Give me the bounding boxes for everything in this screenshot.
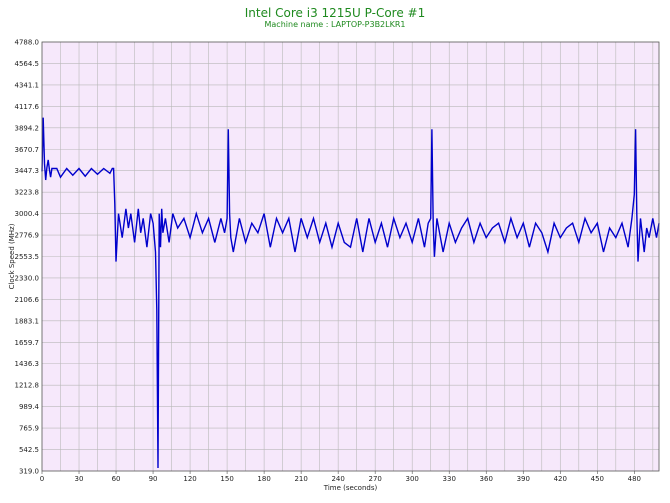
- x-tick-label: 60: [112, 475, 121, 483]
- y-tick-label: 3223.8: [15, 189, 40, 197]
- x-tick-label: 240: [331, 475, 344, 483]
- x-tick-label: 210: [294, 475, 307, 483]
- y-tick-label: 765.9: [19, 425, 39, 433]
- y-tick-label: 3894.2: [15, 124, 40, 132]
- y-tick-label: 1212.8: [15, 382, 40, 390]
- x-tick-label: 180: [257, 475, 270, 483]
- y-tick-label: 3000.4: [15, 210, 40, 218]
- x-tick-label: 360: [480, 475, 493, 483]
- y-tick-label: 4788.0: [15, 39, 40, 47]
- y-tick-label: 1883.1: [15, 317, 40, 325]
- plot-border: [41, 41, 660, 472]
- y-tick-label: 1436.3: [15, 360, 40, 368]
- x-tick-label: 330: [443, 475, 456, 483]
- x-tick-label: 90: [149, 475, 158, 483]
- y-tick-label: 3447.3: [15, 167, 40, 175]
- y-tick-label: 2330.0: [15, 274, 40, 282]
- x-axis-ticks: 0 30 60 90 120 150 180 210 240 270 300 330 360 390 420…: [40, 471, 641, 483]
- x-tick-label: 390: [517, 475, 530, 483]
- y-axis-ticks: 319.0 542.5 765.9 989.4 1212.8 1436.3 1659.7 18…: [15, 39, 40, 476]
- y-axis-label: Clock Speed (MHz): [8, 223, 16, 289]
- x-tick-label: 30: [75, 475, 84, 483]
- chart-subtitle: Machine name : LAPTOP-P3B2LKR1: [264, 20, 406, 29]
- x-axis-label: Time (seconds): [323, 484, 378, 492]
- x-tick-label: 120: [183, 475, 196, 483]
- y-tick-label: 542.5: [19, 446, 39, 454]
- x-tick-label: 450: [591, 475, 604, 483]
- x-tick-label: 420: [554, 475, 567, 483]
- y-tick-label: 2776.9: [15, 232, 40, 240]
- grid-lines: [42, 42, 659, 471]
- x-tick-label: 480: [628, 475, 641, 483]
- y-tick-label: 319.0: [19, 468, 39, 476]
- x-tick-label: 300: [406, 475, 419, 483]
- y-tick-label: 2553.5: [15, 253, 40, 261]
- y-tick-label: 4341.1: [15, 81, 40, 89]
- y-tick-label: 3670.7: [15, 146, 40, 154]
- series-line: [41, 117, 660, 469]
- chart-title: Intel Core i3 1215U P-Core #1: [244, 6, 426, 20]
- y-tick-label: 4564.5: [15, 60, 40, 68]
- x-tick-label: 270: [368, 475, 381, 483]
- y-tick-label: 2106.6: [15, 296, 40, 304]
- y-tick-label: 4117.6: [15, 103, 40, 111]
- y-tick-label: 989.4: [19, 403, 40, 411]
- x-tick-label: 150: [220, 475, 233, 483]
- y-tick-label: 1659.7: [15, 339, 40, 347]
- x-tick-label: 0: [40, 475, 44, 483]
